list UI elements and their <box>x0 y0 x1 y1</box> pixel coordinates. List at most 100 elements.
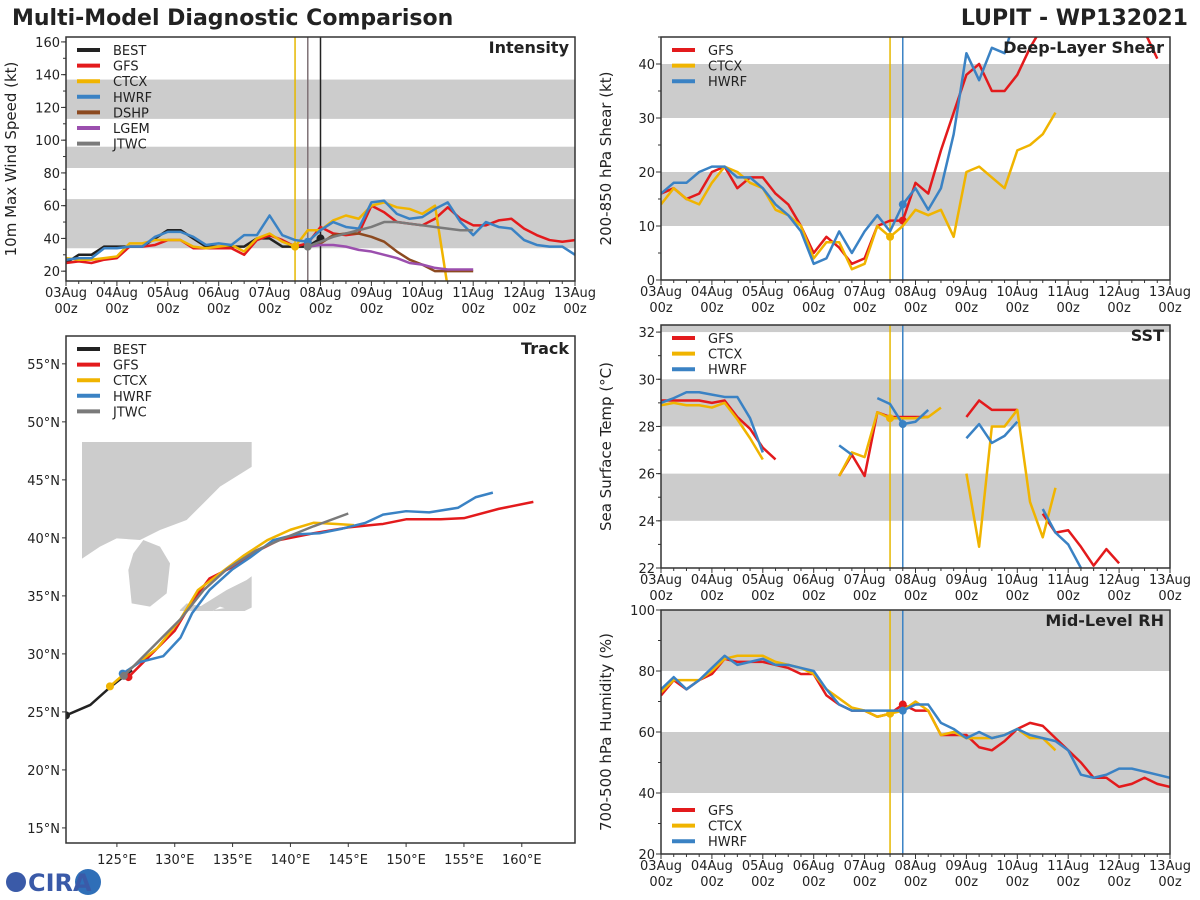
x-tick-label-hour: 00z <box>1057 875 1081 890</box>
x-tick-label-day: 08Aug <box>895 859 937 874</box>
legend-label-jtwc: JTWC <box>112 405 147 420</box>
x-tick-label-hour: 00z <box>802 589 826 604</box>
x-tick-label-day: 05Aug <box>742 573 784 588</box>
series-line-hwrf <box>965 420 1019 445</box>
landmass-korea <box>128 539 170 607</box>
x-tick-label-hour: 00z <box>54 302 78 317</box>
y-axis-label: 10m Max Wind Speed (kt) <box>2 62 20 257</box>
storm-id: LUPIT - WP132021 <box>961 6 1188 31</box>
legend-label-dshp: DSHP <box>113 106 149 121</box>
x-tick-label-hour: 00z <box>955 301 979 316</box>
x-tick-label-day: 08Aug <box>895 285 937 300</box>
legend-label-ctcx: CTCX <box>708 820 742 835</box>
panel-title-sst: SST <box>1131 326 1164 345</box>
x-tick-label-hour: 00z <box>751 589 775 604</box>
x-tick-label-day: 10Aug <box>996 859 1038 874</box>
series-line-hwrf <box>66 199 575 261</box>
y-tick-label: 50°N <box>27 416 60 431</box>
x-tick-label-day: 11Aug <box>1047 573 1089 588</box>
y-tick-label: 100 <box>35 134 60 149</box>
track-line-gfs <box>127 500 534 678</box>
y-tick-label: 24 <box>638 515 655 530</box>
legend-label-ctcx: CTCX <box>113 75 147 90</box>
x-tick-label-hour: 00z <box>802 875 826 890</box>
x-tick-label: 150°E <box>386 853 426 868</box>
logo-globe-icon <box>6 872 26 892</box>
x-tick-label-day: 10Aug <box>401 286 443 301</box>
x-tick-label-hour: 00z <box>802 301 826 316</box>
x-tick-label-hour: 00z <box>1057 301 1081 316</box>
x-tick-label-hour: 00z <box>700 875 724 890</box>
x-tick-label-hour: 00z <box>904 875 928 890</box>
series-line-ctcx <box>965 408 1057 549</box>
track-line-jtwc <box>122 512 349 677</box>
x-tick-label-day: 12Aug <box>503 286 545 301</box>
figure-title: Multi-Model Diagnostic Comparison <box>12 6 453 31</box>
series-lines <box>66 199 575 281</box>
series-line-hwrf <box>838 444 853 456</box>
y-tick-label: 30 <box>638 112 655 127</box>
x-tick-label-day: 11Aug <box>1047 285 1089 300</box>
y-tick-label: 10 <box>638 220 655 235</box>
init-point-gfs <box>898 700 907 709</box>
x-tick-label-hour: 00z <box>1107 589 1131 604</box>
x-tick-label-day: 06Aug <box>793 859 835 874</box>
x-tick-label-hour: 00z <box>462 302 486 317</box>
x-tick-label-hour: 00z <box>904 301 928 316</box>
panel-title-shear: Deep-Layer Shear <box>1003 38 1164 57</box>
shaded-band <box>661 325 1170 333</box>
x-tick-label-day: 09Aug <box>945 573 987 588</box>
x-tick-label-day: 11Aug <box>1047 859 1089 874</box>
x-tick-label-day: 04Aug <box>96 286 138 301</box>
x-tick-label-day: 12Aug <box>1098 859 1140 874</box>
shaded-band <box>661 732 1170 793</box>
y-tick-label: 20 <box>638 848 655 863</box>
init-point-ctcx <box>886 414 895 423</box>
track-start-point-jtwc <box>119 671 128 680</box>
x-tick-label-hour: 00z <box>156 302 180 317</box>
x-tick-label-hour: 00z <box>700 589 724 604</box>
y-tick-label: 26 <box>638 468 655 483</box>
legend-label-ctcx: CTCX <box>113 374 147 389</box>
x-tick-label-hour: 00z <box>1006 875 1030 890</box>
legend-label-lgem: LGEM <box>113 122 150 137</box>
x-tick-label-day: 07Aug <box>844 573 886 588</box>
x-tick-label-hour: 00z <box>751 875 775 890</box>
x-tick-label-day: 06Aug <box>198 286 240 301</box>
y-tick-label: 20 <box>638 166 655 181</box>
x-tick-label-hour: 00z <box>904 589 928 604</box>
panel-title-rh: Mid-Level RH <box>1045 611 1164 630</box>
y-axis-label: 200-850 hPa Shear (kt) <box>597 72 615 246</box>
landmass-shikoku <box>213 606 236 611</box>
x-tick-label-day: 11Aug <box>452 286 494 301</box>
x-tick-label-day: 13Aug <box>1149 859 1191 874</box>
x-tick-label: 135°E <box>213 853 253 868</box>
init-point-ctcx <box>291 242 300 251</box>
x-tick-label-day: 03Aug <box>45 286 87 301</box>
x-tick-label-day: 07Aug <box>844 859 886 874</box>
y-tick-label: 60 <box>43 200 60 215</box>
init-point-jtwc <box>303 242 312 251</box>
cira-logo: CIRA <box>6 869 101 897</box>
y-tick-label: 45°N <box>27 474 60 489</box>
x-tick-label-day: 09Aug <box>945 285 987 300</box>
series-lines <box>661 390 1121 568</box>
x-tick-label-hour: 00z <box>700 301 724 316</box>
y-tick-label: 35°N <box>27 590 60 605</box>
y-tick-label: 120 <box>35 101 60 116</box>
x-tick-label-day: 10Aug <box>996 573 1038 588</box>
legend-label-gfs: GFS <box>708 44 734 59</box>
x-tick-label-day: 03Aug <box>640 285 682 300</box>
panel-title-track: Track <box>521 339 569 358</box>
x-tick-label-day: 07Aug <box>249 286 291 301</box>
x-tick-label-hour: 00z <box>1107 301 1131 316</box>
legend-label-gfs: GFS <box>708 332 734 347</box>
panel-rh: 03Aug00z04Aug00z05Aug00z06Aug00z07Aug00z… <box>597 604 1191 890</box>
init-point-hwrf <box>898 706 907 715</box>
series-line-lgem <box>307 243 474 271</box>
series-line-gfs <box>965 399 1018 418</box>
x-tick-label-hour: 00z <box>105 302 129 317</box>
x-tick-label-hour: 00z <box>649 589 673 604</box>
x-tick-label-day: 08Aug <box>895 573 937 588</box>
